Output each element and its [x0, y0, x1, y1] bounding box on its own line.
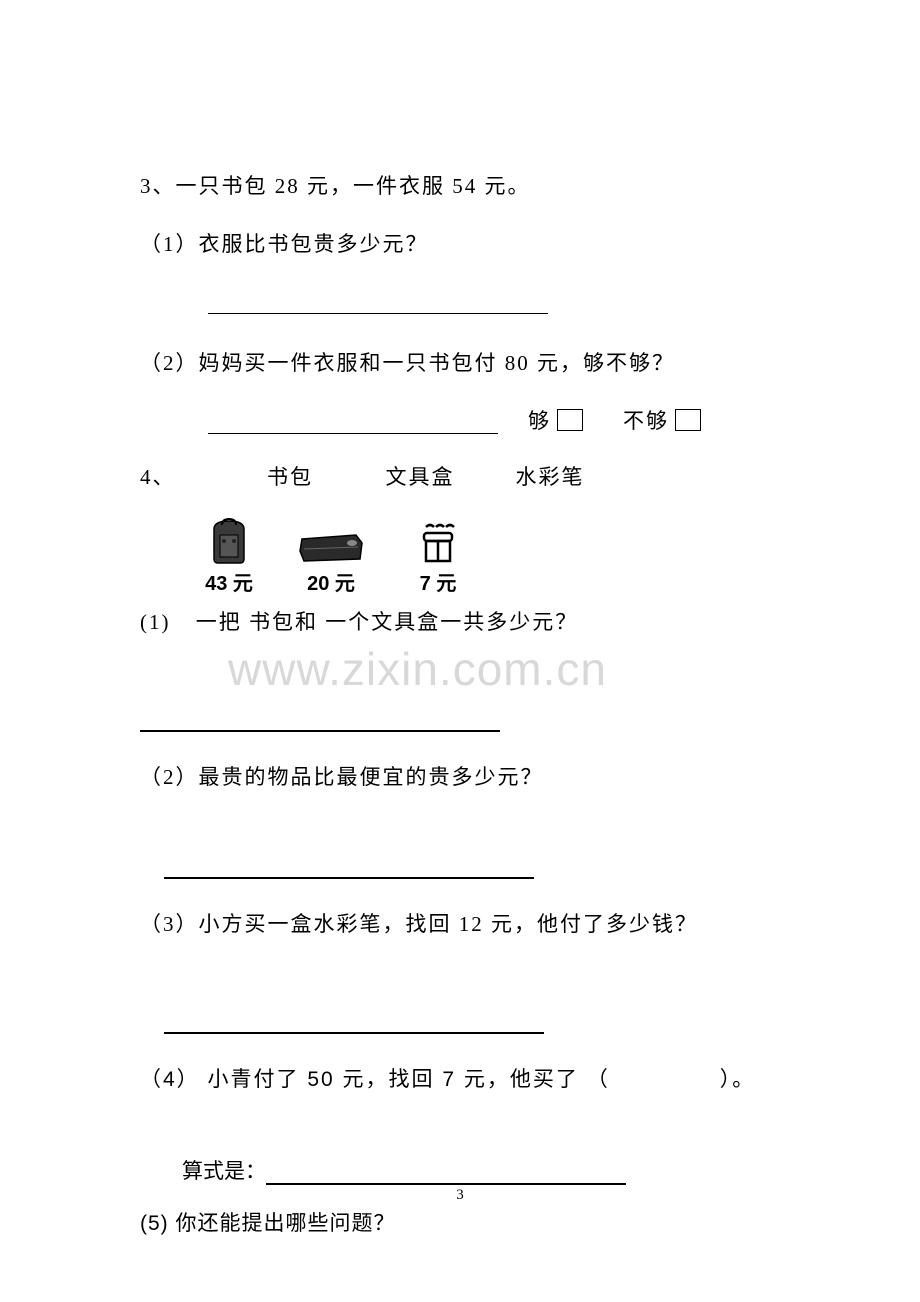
watercolor-icon	[416, 521, 460, 565]
question-4-sub4: （4） 小青付了 50 元，找回 7 元，他买了 （ ）。	[140, 1063, 780, 1093]
backpack-icon	[202, 517, 256, 565]
pencilcase-icon	[296, 533, 366, 565]
answer-blank-4-1[interactable]	[140, 704, 500, 732]
question-4-header: 4、 书包 文具盒 水彩笔	[140, 461, 780, 491]
checkbox-enough[interactable]	[557, 409, 583, 431]
backpack-price: 43 元	[205, 567, 253, 596]
formula-row: 算式是：	[182, 1155, 780, 1185]
header-item-backpack: 书包	[225, 461, 355, 491]
watermark-text: www.zixin.com.cn	[228, 642, 780, 696]
pencilcase-price: 20 元	[307, 567, 355, 596]
backpack-item: 43 元	[202, 517, 256, 596]
answer-blank-4-3[interactable]	[164, 1006, 544, 1034]
not-enough-label: 不够	[623, 405, 669, 435]
question-4-images-row: 43 元 20 元 7 元	[202, 517, 780, 596]
sub1-number: (1)	[140, 610, 171, 634]
question-4-sub5: (5) 你还能提出哪些问题？	[140, 1207, 780, 1237]
header-item-watercolor: 水彩笔	[485, 461, 615, 491]
header-item-pencilcase: 文具盒	[355, 461, 485, 491]
watercolor-item: 7 元	[416, 521, 460, 596]
question-3-sub1: （1）衣服比书包贵多少元？	[140, 228, 780, 258]
answer-blank-3-1[interactable]	[208, 286, 548, 314]
page-number: 3	[456, 1187, 464, 1204]
answer-blank-3-2[interactable]	[208, 406, 498, 434]
question-3-sub2: （2）妈妈买一件衣服和一只书包付 80 元，够不够？	[140, 347, 780, 377]
formula-blank[interactable]	[266, 1161, 626, 1185]
question-4-sub3: （3）小方买一盒水彩笔，找回 12 元，他付了多少钱？	[140, 908, 780, 938]
sub4-prefix: （4） 小青付了 50 元，找回 7 元，他买了 （	[140, 1068, 610, 1091]
enough-label: 够	[528, 405, 551, 435]
question-4-number: 4、	[140, 461, 225, 491]
checkbox-not-enough[interactable]	[675, 409, 701, 431]
question-3-title: 3、一只书包 28 元，一件衣服 54 元。	[140, 170, 780, 200]
question-4-sub1: (1) 一把 书包和 一个文具盒一共多少元？	[140, 606, 780, 636]
formula-label: 算式是：	[182, 1155, 266, 1185]
watercolor-price: 7 元	[420, 567, 457, 596]
answer-blank-4-2[interactable]	[164, 851, 534, 879]
sub1-text: 一把 书包和 一个文具盒一共多少元？	[196, 610, 579, 634]
pencilcase-item: 20 元	[296, 533, 366, 596]
sub4-suffix: ）。	[720, 1068, 756, 1091]
question-4-sub2: （2）最贵的物品比最便宜的贵多少元？	[140, 761, 780, 791]
